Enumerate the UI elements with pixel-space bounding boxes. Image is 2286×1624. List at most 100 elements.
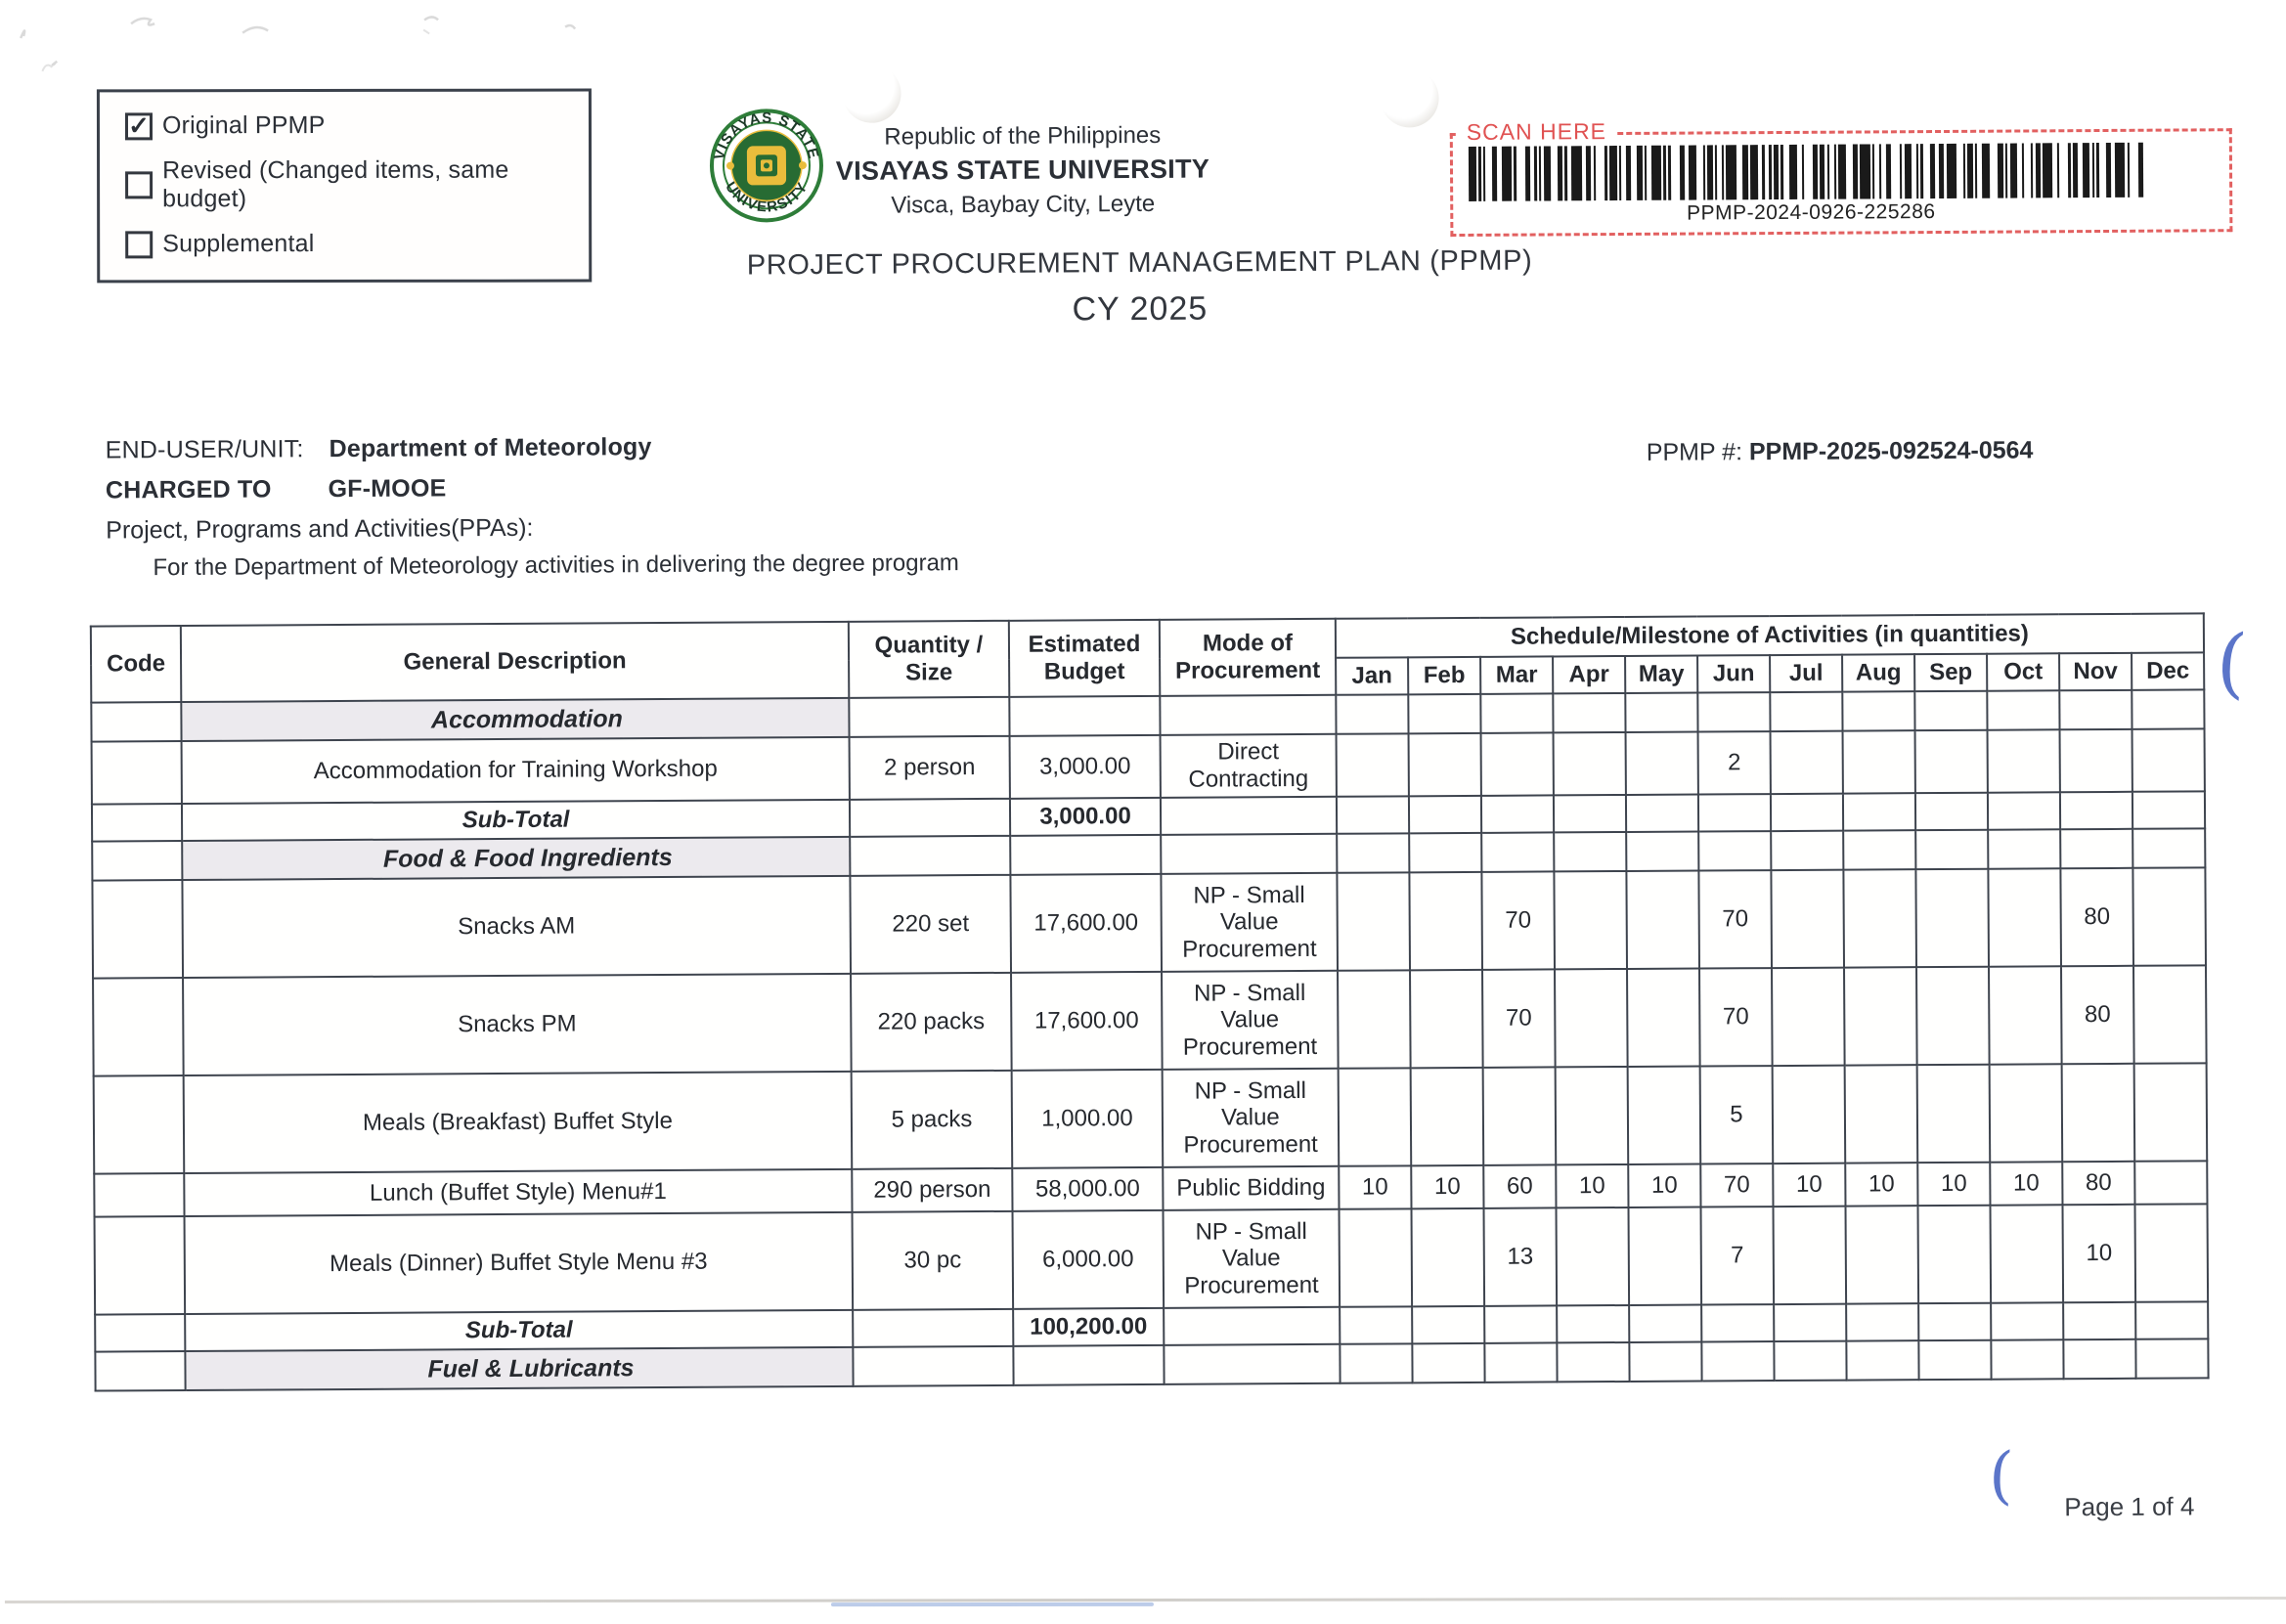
cell-month-sep [1918,1339,1992,1381]
cell-month-feb [1408,693,1481,734]
cell-month-jan [1337,872,1411,971]
end-user-value: Department of Meteorology [329,433,652,463]
cell-mode [1161,833,1338,874]
cell-month-jul: 10 [1773,1163,1846,1207]
cell-description: Accommodation for Training Workshop [181,736,850,805]
pen-mark-paren: ( [2214,618,2250,709]
cell-subtotal-label: Sub-Total [185,1309,854,1351]
cell-quantity: 30 pc [852,1210,1014,1310]
cell-month-jan [1336,796,1410,834]
cell-month-jul [1774,1340,1847,1382]
cell-month-may [1625,794,1699,832]
cell-month-jan [1340,1343,1413,1383]
cell-subtotal-budget: 3,000.00 [1009,797,1162,836]
ppmp-number-value: PPMP-2025-092524-0564 [1748,436,2034,466]
cell-month-jan [1336,733,1409,797]
scan-here-label: SCAN HERE [1456,118,1617,147]
col-header-month-aug: Aug [1842,654,1915,692]
col-header-month-jul: Jul [1770,654,1843,693]
cell-code [92,841,183,881]
cell-description: Snacks AM [182,875,852,979]
cell-month-dec [2132,728,2205,792]
cell-month-jan [1338,1068,1412,1166]
col-header-mode: Mode of Procurement [1159,618,1337,696]
cell-month-may [1626,831,1699,871]
barcode-bar [1860,144,1870,199]
col-header-quantity: Quantity / Size [848,620,1010,698]
barcode-value: PPMP-2024-0926-225286 [1686,200,1936,225]
cell-month-aug [1844,967,1917,1066]
item-row: Meals (Dinner) Buffet Style Menu #3 30 pc… [94,1204,2209,1315]
cell-category-label: Food & Food Ingredients [182,836,851,881]
cell-month-apr [1554,831,1627,872]
cell-month-apr [1555,968,1628,1068]
cell-budget: 58,000.00 [1012,1166,1164,1211]
cell-month-dec [2132,791,2206,829]
cell-month-jun: 5 [1699,1066,1774,1164]
barcode-gap [2143,143,2148,198]
cell-month-may [1628,1207,1702,1305]
cell-quantity [853,1308,1014,1347]
cell-month-aug [1844,1065,1918,1163]
cell-month-apr [1553,731,1626,796]
cell-month-mar [1480,795,1555,833]
item-row: Meals (Breakfast) Buffet Style 5 packs 1,0… [93,1063,2208,1174]
cell-month-jan [1337,833,1410,873]
cell-subtotal-label: Sub-Total [181,799,851,842]
cell-month-may [1627,1066,1701,1164]
ppas-description: For the Department of Meteorology activi… [153,549,959,582]
details-block: END-USER/UNIT: Department of Meteorology… [106,431,959,582]
cell-month-feb [1408,732,1481,797]
cell-month-sep [1916,1064,1991,1163]
cell-description: Meals (Dinner) Buffet Style Menu #3 [184,1211,854,1314]
cell-month-jul [1770,730,1843,795]
cell-month-mar [1481,832,1555,872]
cell-month-oct [1988,868,2062,967]
cell-month-jun: 7 [1700,1207,1775,1305]
cell-mode: NP - Small Value Procurement [1161,872,1339,972]
cell-mode: NP - Small Value Procurement [1162,1068,1340,1167]
barcode-bar [1946,143,1957,198]
cell-month-mar [1480,732,1554,796]
barcode-bar [1571,146,1582,201]
barcode-gap [1891,144,1900,198]
barcode-bar [2114,142,2126,198]
cell-month-mar [1482,1067,1557,1165]
cell-month-aug [1842,793,1916,831]
form-type-label: Original PPMP [161,111,326,140]
cell-month-jan [1340,1306,1413,1344]
cell-mode [1160,694,1337,735]
cell-budget [1009,695,1161,736]
cell-code [93,978,184,1076]
cell-month-feb [1409,871,1483,971]
cell-month-jan [1339,1208,1413,1307]
university-address: Visca, Baybay City, Leyte [891,191,1156,219]
university-logo: VISAYAS STATE UNIVERSITY [709,108,825,229]
cell-month-dec [2132,689,2205,729]
cell-month-dec [2133,965,2207,1064]
barcode-gap [1989,144,1998,198]
cell-month-nov: 10 [2062,1204,2136,1303]
barcode-bar [1650,145,1662,200]
cell-mode: Direct Contracting [1160,733,1337,798]
ppas-label: Project, Programs and Activities(PPAs): [106,513,534,545]
cell-month-jun [1701,1341,1775,1382]
cell-month-may: 10 [1628,1163,1701,1207]
cell-month-jul [1772,1065,1846,1164]
cell-month-dec [2134,1204,2209,1302]
cell-month-dec [2133,1063,2208,1162]
col-header-code: Code [90,626,182,703]
barcode-gap [2059,143,2068,198]
cell-month-jul [1771,830,1844,871]
cell-month-aug [1846,1340,1919,1381]
cell-month-may [1629,1341,1702,1382]
scan-here-box: SCAN HERE PPMP-2024-0926-225286 [1449,118,2233,238]
cell-month-sep [1915,868,1990,968]
checkbox-unchecked-icon [125,171,154,199]
cell-month-may [1625,731,1698,795]
cell-month-aug [1846,1303,1919,1341]
cell-month-nov [2063,1301,2136,1340]
cell-month-apr [1556,1207,1630,1306]
cell-month-jul [1770,691,1843,732]
university-name: VISAYAS STATE UNIVERSITY [835,154,1210,187]
